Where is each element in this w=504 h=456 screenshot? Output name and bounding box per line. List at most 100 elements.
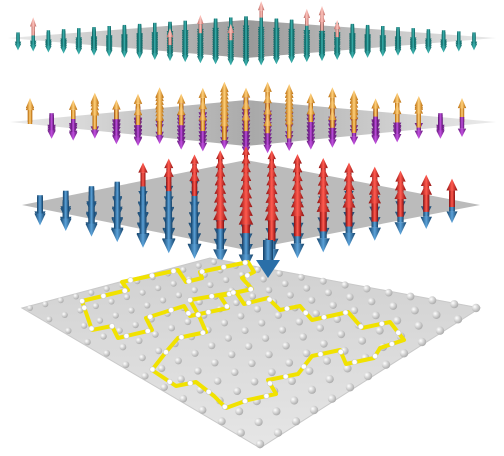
path-node — [302, 309, 309, 316]
lattice-node — [286, 291, 294, 299]
lattice-node — [65, 327, 72, 334]
lattice-node — [345, 383, 355, 392]
path-node — [187, 297, 193, 303]
lattice-node — [195, 262, 202, 269]
lattice-node — [265, 350, 273, 359]
lattice-node — [230, 368, 239, 377]
spin-up-arrow — [420, 182, 433, 212]
lattice-node — [309, 405, 319, 415]
lattice-node — [208, 342, 216, 350]
lattice-node — [308, 296, 316, 304]
lattice-node — [350, 306, 359, 315]
spin-up-arrow — [393, 104, 402, 128]
spin-down-arrow — [198, 131, 207, 152]
lattice-node — [297, 273, 305, 281]
spin-down-arrow — [34, 197, 46, 226]
path-node — [266, 380, 273, 387]
lattice-node — [254, 417, 263, 427]
lattice-node — [233, 299, 240, 307]
lattice-node — [302, 349, 311, 358]
spin-up-arrow — [257, 1, 265, 24]
lattice-node — [228, 350, 236, 359]
lattice-node — [174, 357, 182, 365]
lattice-node — [389, 302, 398, 310]
path-node — [195, 311, 202, 318]
spin-up-arrow — [25, 100, 35, 124]
path-node — [185, 310, 192, 317]
spin-down-arrow — [85, 206, 98, 237]
lattice-node — [258, 319, 266, 327]
path-node — [247, 286, 254, 293]
lattice-node — [144, 302, 151, 309]
path-node — [284, 305, 290, 312]
lattice-node — [116, 327, 123, 334]
spin-down-arrow — [364, 41, 371, 58]
lattice-node — [346, 293, 354, 301]
lattice-node — [337, 330, 346, 339]
spin-down-arrow — [288, 47, 295, 64]
lattice-node — [80, 322, 88, 329]
lattice-node — [250, 377, 259, 386]
spin-up-arrow — [349, 109, 359, 133]
layer-second-plane — [10, 100, 496, 146]
spin-down-arrow — [394, 39, 402, 56]
lattice-node — [138, 354, 146, 362]
spin-down-arrow — [409, 38, 417, 55]
spin-down-arrow — [379, 40, 387, 57]
down-arrow-to-lattice — [256, 240, 280, 278]
lattice-node — [191, 349, 199, 357]
path-node — [199, 329, 206, 336]
lattice-node — [323, 356, 331, 365]
lattice-node — [316, 324, 325, 332]
path-node — [242, 398, 248, 404]
path-node — [321, 314, 327, 321]
path-node — [317, 351, 324, 358]
lattice-node — [73, 293, 79, 300]
lattice-node — [141, 372, 149, 380]
path-node — [205, 309, 212, 315]
lattice-node — [236, 428, 245, 437]
path-node — [266, 296, 273, 303]
lattice-node — [453, 315, 463, 324]
path-node — [337, 348, 344, 355]
lattice-node — [123, 293, 130, 301]
lattice-node — [363, 285, 371, 293]
path-node — [162, 349, 169, 355]
spin-down-arrow — [45, 36, 52, 53]
lattice-node — [393, 316, 402, 325]
lattice-node — [233, 387, 242, 395]
spin-down-arrow — [303, 46, 311, 63]
spin-down-arrow — [47, 118, 56, 139]
lattice-node — [103, 349, 111, 357]
spin-up-arrow — [457, 98, 467, 122]
path-node — [185, 278, 192, 285]
lattice-node — [128, 307, 135, 314]
lattice-node — [282, 341, 290, 350]
spin-down-arrow — [90, 39, 98, 56]
lattice-node — [287, 377, 296, 385]
lattice-node — [198, 406, 207, 414]
spin-up-arrow — [112, 99, 121, 124]
lattice-node — [170, 280, 177, 287]
lattice-node — [273, 428, 283, 437]
spin-down-arrow — [371, 124, 380, 145]
loop-path-large — [150, 290, 406, 410]
path-node — [170, 268, 177, 274]
spin-down-arrow — [197, 47, 204, 64]
lattice-node — [333, 315, 342, 324]
spin-up-arrow — [177, 105, 186, 129]
spin-down-arrow — [121, 41, 128, 58]
lattice-node — [319, 339, 328, 348]
path-node — [123, 333, 130, 339]
layer-bottom — [20, 257, 482, 449]
spin-down-arrow — [440, 36, 447, 53]
spin-down-arrow — [105, 40, 113, 57]
lattice-node — [155, 285, 162, 292]
path-node — [263, 393, 270, 399]
lattice-node — [168, 324, 176, 332]
lattice-node — [122, 361, 130, 369]
spin-up-arrow — [371, 98, 380, 123]
path-node — [395, 329, 402, 336]
spin-down-arrow — [436, 118, 445, 139]
spin-down-arrow — [349, 42, 356, 59]
